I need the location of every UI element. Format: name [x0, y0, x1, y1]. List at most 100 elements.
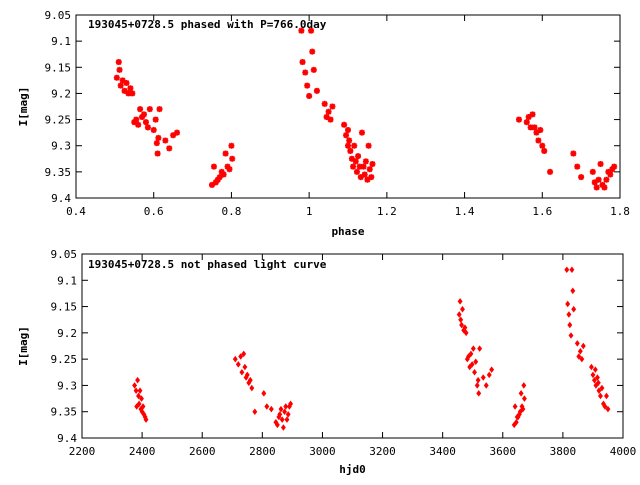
data-point [368, 174, 375, 181]
data-point [247, 376, 253, 384]
data-point [355, 153, 362, 160]
data-point [601, 184, 608, 191]
data-point [358, 129, 365, 136]
data-point [476, 390, 482, 397]
data-point [463, 329, 469, 337]
data-point [535, 137, 542, 144]
data-point [574, 163, 581, 170]
data-point [121, 87, 128, 94]
data-point [595, 176, 602, 183]
data-point [369, 161, 376, 168]
data-point [607, 171, 614, 178]
tick-marks [81, 253, 624, 439]
data-point [162, 137, 169, 144]
y-tick-label: 9.3 [57, 379, 77, 392]
data-point [139, 395, 144, 402]
unphased-light-curve-panel: 9.05 9.1 9.15 9.2 9.25 9.3 9.35 9.4 2200 2400 260… [17, 248, 636, 476]
data-point [469, 361, 475, 368]
data-point [119, 77, 126, 84]
x-tick-label: 3400 [429, 445, 456, 458]
data-point [603, 176, 610, 183]
data-point [329, 103, 336, 110]
data-point [132, 382, 138, 389]
data-point [224, 163, 231, 170]
data-point [232, 355, 238, 363]
data-point [280, 424, 286, 431]
data-point [345, 142, 351, 149]
data-point [125, 90, 132, 97]
x-tick-label: 1.8 [610, 205, 630, 218]
data-point [521, 395, 527, 402]
data-point [480, 374, 486, 381]
data-point [571, 305, 577, 313]
data-point [285, 411, 291, 418]
data-point [512, 403, 518, 410]
data-point [515, 116, 522, 123]
data-point [364, 176, 371, 183]
data-point [593, 184, 600, 191]
x-tick-label: 3600 [490, 445, 517, 458]
data-point [576, 353, 582, 360]
data-point [150, 127, 157, 134]
data-point [218, 168, 225, 175]
data-point [123, 79, 130, 86]
y-tick-label: 9.15 [45, 61, 72, 74]
data-point [277, 411, 283, 418]
x-tick-label: 2800 [249, 445, 276, 458]
data-point [578, 174, 585, 181]
data-point [153, 140, 160, 147]
data-point [565, 300, 571, 308]
data-point [341, 121, 348, 128]
data-point [235, 361, 241, 368]
data-point [577, 347, 583, 355]
data-point [216, 174, 223, 181]
data-point [564, 266, 570, 274]
data-point [541, 147, 548, 154]
data-point [343, 132, 350, 139]
x-axis-label: phase [331, 225, 364, 238]
data-point [529, 111, 536, 118]
data-point [470, 345, 476, 352]
data-point [595, 379, 601, 387]
data-point [591, 179, 598, 186]
data-point [489, 366, 495, 373]
x-tick-labels: 0.4 0.6 0.8 1 1.2 1.4 1.6 1.8 [66, 205, 630, 218]
data-point [133, 387, 139, 394]
data-point [274, 421, 280, 429]
x-tick-label: 0.6 [144, 205, 164, 218]
data-point [602, 403, 608, 410]
y-tick-label: 9.35 [45, 166, 72, 179]
data-point [308, 27, 315, 34]
x-tick-label: 0.8 [221, 205, 241, 218]
y-tick-label: 9.35 [51, 406, 78, 419]
data-point [309, 48, 316, 55]
data-point [599, 384, 605, 392]
data-point [152, 116, 159, 123]
data-point [531, 124, 538, 131]
data-point [156, 106, 163, 113]
data-point [298, 27, 305, 34]
data-point [458, 316, 464, 323]
data-point [306, 93, 313, 100]
data-point [348, 155, 355, 162]
y-tick-label: 9.1 [57, 274, 77, 287]
data-point [596, 387, 602, 394]
x-tick-label: 3200 [369, 445, 396, 458]
data-point [518, 390, 524, 397]
data-point [135, 121, 142, 128]
x-tick-label: 1 [306, 205, 313, 218]
data-point [459, 321, 465, 329]
data-point [525, 113, 532, 120]
x-tick-label: 3000 [309, 445, 336, 458]
data-point [131, 119, 138, 126]
data-point [154, 150, 161, 157]
data-point [346, 137, 353, 144]
y-tick-label: 9.4 [51, 192, 71, 205]
data-point [523, 119, 530, 126]
x-tick-labels: 2200 2400 2600 2800 3000 3200 3400 3600 3800 4000 [69, 445, 637, 458]
data-point [113, 74, 120, 81]
data-point [170, 132, 177, 139]
data-point [137, 106, 144, 113]
data-point [605, 168, 612, 175]
y-tick-label: 9.05 [51, 248, 78, 261]
